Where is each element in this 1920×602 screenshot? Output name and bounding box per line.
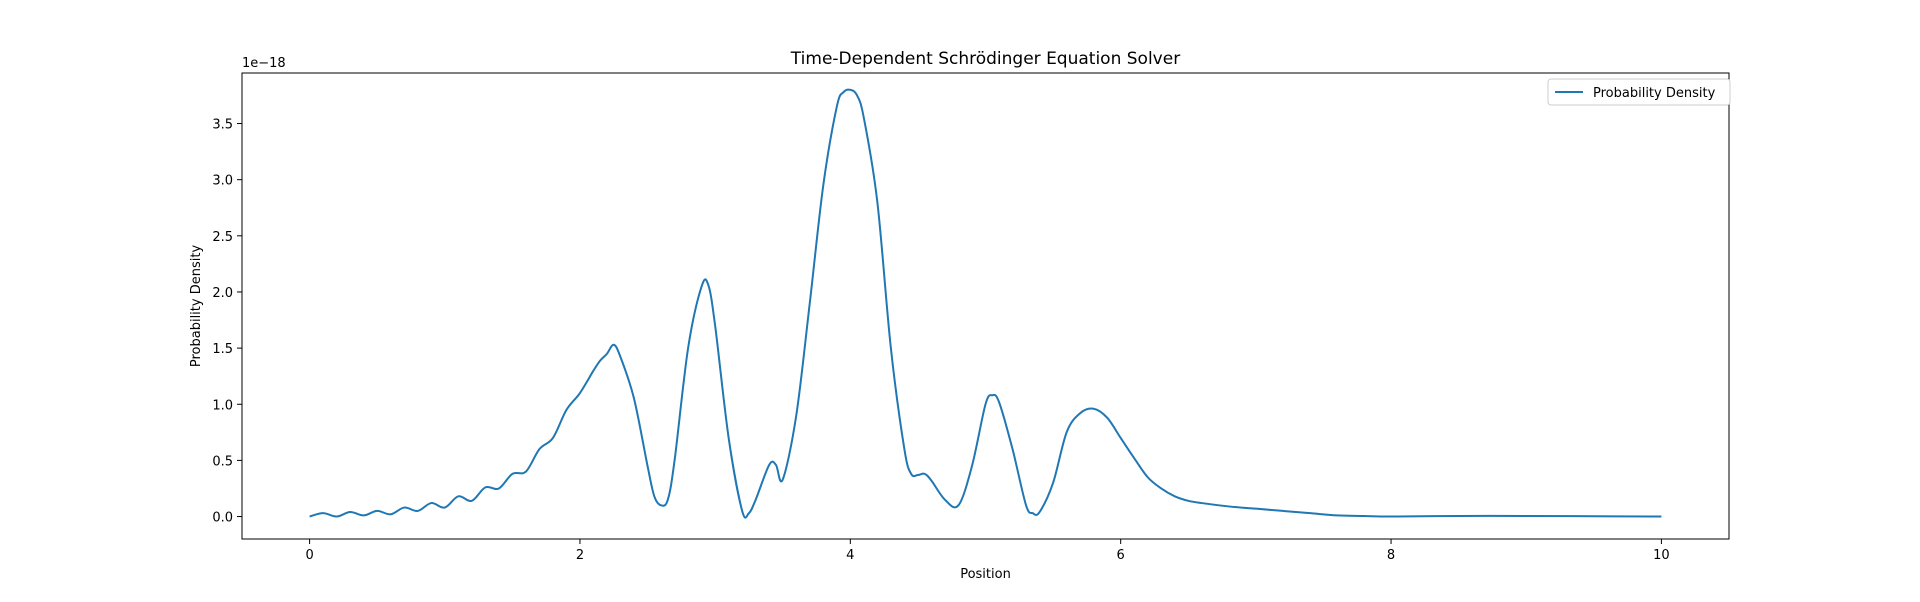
y-tick-label: 0.5 [212,454,233,469]
y-tick-label: 1.0 [212,398,233,413]
x-tick-label: 4 [846,548,854,563]
y-axis-label: Probability Density [189,245,204,368]
x-tick-label: 8 [1387,548,1395,563]
y-tick-label: 1.5 [212,342,233,357]
y-tick-label: 2.5 [212,230,233,245]
y-axis-ticks: 0.0 0.5 1.0 1.5 2.0 2.5 3.0 3.5 [212,118,242,526]
legend: Probability Density [1547,78,1731,106]
y-tick-label: 3.5 [212,118,233,133]
x-axis-label: Position [960,567,1011,582]
x-tick-label: 0 [305,548,313,563]
axes-frame [241,72,1730,540]
legend-label-probability-density: Probability Density [1593,86,1716,101]
chart-title: Time-Dependent Schrödinger Equation Solv… [790,49,1180,69]
y-tick-label: 2.0 [212,286,233,301]
x-tick-label: 2 [576,548,584,563]
plot-area [242,73,1729,539]
legend-box [1547,78,1731,106]
y-tick-label: 0.0 [212,511,233,526]
x-tick-label: 10 [1653,548,1670,563]
y-tick-label: 3.0 [212,174,233,189]
series-line-probability-density [309,88,1662,519]
y-scale-offset-label: 1e−18 [242,56,286,71]
x-axis-ticks: 0 2 4 6 8 10 [305,539,1670,563]
x-tick-label: 6 [1117,548,1125,563]
series-layer [309,88,1662,519]
